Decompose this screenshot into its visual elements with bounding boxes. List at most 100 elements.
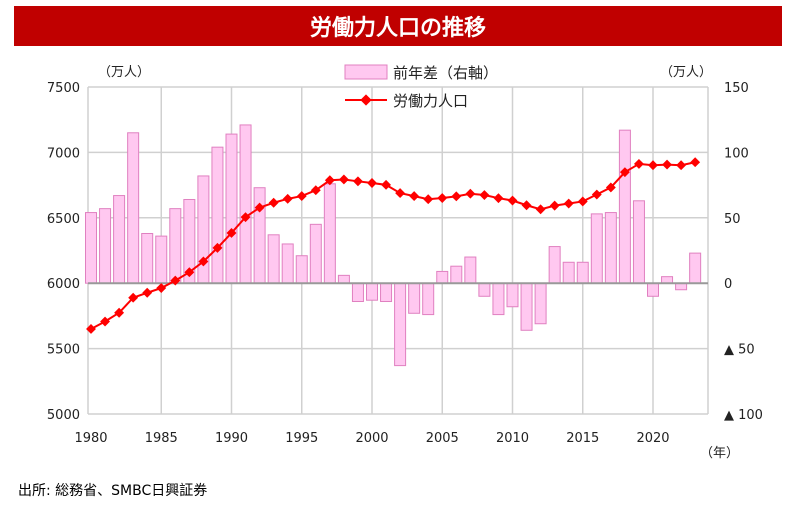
point-2018 [619,167,630,178]
point-1998 [338,174,349,185]
x-tick-label: 1990 [215,431,248,446]
bar-2009 [492,282,505,316]
bar-1994 [281,243,294,284]
point-1987 [184,267,195,278]
x-tick-label: 1980 [74,431,107,446]
point-2016 [591,189,602,200]
bar-2006 [450,265,463,284]
right-tick-label: 0 [724,277,732,292]
bar-1986 [169,208,182,284]
legend-line-label: 労働力人口 [393,92,468,110]
bar-1989 [211,146,224,284]
point-1989 [212,242,223,253]
bar-1997 [323,183,336,284]
bar-2003 [408,282,421,314]
right-tick-label: 100 [724,146,749,161]
bar-1996 [309,223,322,284]
bar-1993 [267,234,280,284]
point-2022 [676,160,687,171]
chart-svg: 7500 150 7000 100 6500 50 6000 0 5500 ▲ 50 5000 ▲ 1… [47,64,763,461]
bar-1992 [253,187,266,284]
point-1992 [254,202,265,213]
bar-2012 [534,282,547,325]
bar-1995 [295,255,308,284]
bar-1981 [99,208,112,284]
point-2006 [451,191,462,202]
bar-2011 [520,282,533,331]
bar-2023 [689,252,702,284]
point-2010 [507,195,518,206]
bar-1982 [113,195,126,284]
point-2004 [423,194,434,205]
point-2003 [409,191,420,202]
point-2014 [563,198,574,209]
bar-2004 [422,282,435,316]
source-note: 出所: 総務省、SMBC日興証券 [18,483,208,499]
point-1990 [226,228,237,238]
point-2013 [549,200,560,211]
bar-1985 [155,235,168,284]
right-unit-label: （万人） [660,65,712,80]
bar-1991 [239,124,252,284]
point-2017 [605,182,616,193]
bar-2018 [618,129,631,284]
point-1985 [156,283,167,293]
x-unit-label: （年） [700,446,739,461]
x-tick-label: 1995 [285,431,318,446]
point-2008 [479,190,490,200]
bar-1984 [141,232,154,284]
point-1995 [296,191,307,202]
point-2012 [535,204,546,215]
x-tick-label: 2010 [496,431,529,446]
left-tick-label: 5500 [47,343,80,358]
point-1996 [310,185,321,196]
bar-2007 [464,256,477,284]
bar-2014 [562,261,575,284]
bar-2016 [590,213,603,284]
point-1999 [353,176,363,187]
right-tick-label: ▲ 50 [724,343,755,358]
bar-2020 [647,282,659,297]
x-tick-label: 2020 [636,431,669,446]
point-2002 [395,188,406,199]
point-2019 [634,158,644,169]
point-2011 [521,200,532,211]
point-1986 [170,275,181,286]
bar-2002 [394,282,407,367]
point-2007 [465,188,476,199]
point-1993 [268,197,279,208]
x-tick-label: 1985 [145,431,178,446]
bar-1999 [351,282,364,303]
legend-line-marker [360,94,372,106]
point-1991 [240,212,251,223]
bar-2013 [548,246,561,284]
left-tick-label: 7500 [47,81,80,96]
bar-2015 [576,261,589,284]
bar-1988 [197,175,210,284]
bar-1983 [127,132,140,284]
point-1983 [128,292,139,303]
bar-1998 [337,274,350,284]
legend-bar-swatch [344,64,388,80]
point-2021 [662,159,672,170]
point-2009 [493,193,504,204]
bar-2019 [632,200,645,284]
point-1994 [282,193,293,204]
bar-1990 [225,133,238,284]
left-tick-label: 5000 [47,408,80,423]
legend-bar-label: 前年差（右軸） [393,64,498,82]
point-1988 [198,256,209,267]
bar-2005 [436,270,449,284]
point-1981 [100,316,110,327]
left-tick-label: 6000 [47,277,80,292]
point-1997 [324,175,335,186]
left-tick-label: 6500 [47,212,80,227]
right-tick-label: 150 [724,81,749,96]
x-tick-label: 2015 [566,431,599,446]
left-unit-label: （万人） [98,65,150,80]
labor-force-line [90,161,696,330]
point-2001 [381,179,391,190]
bar-1980 [85,212,97,284]
bar-2017 [604,212,617,284]
